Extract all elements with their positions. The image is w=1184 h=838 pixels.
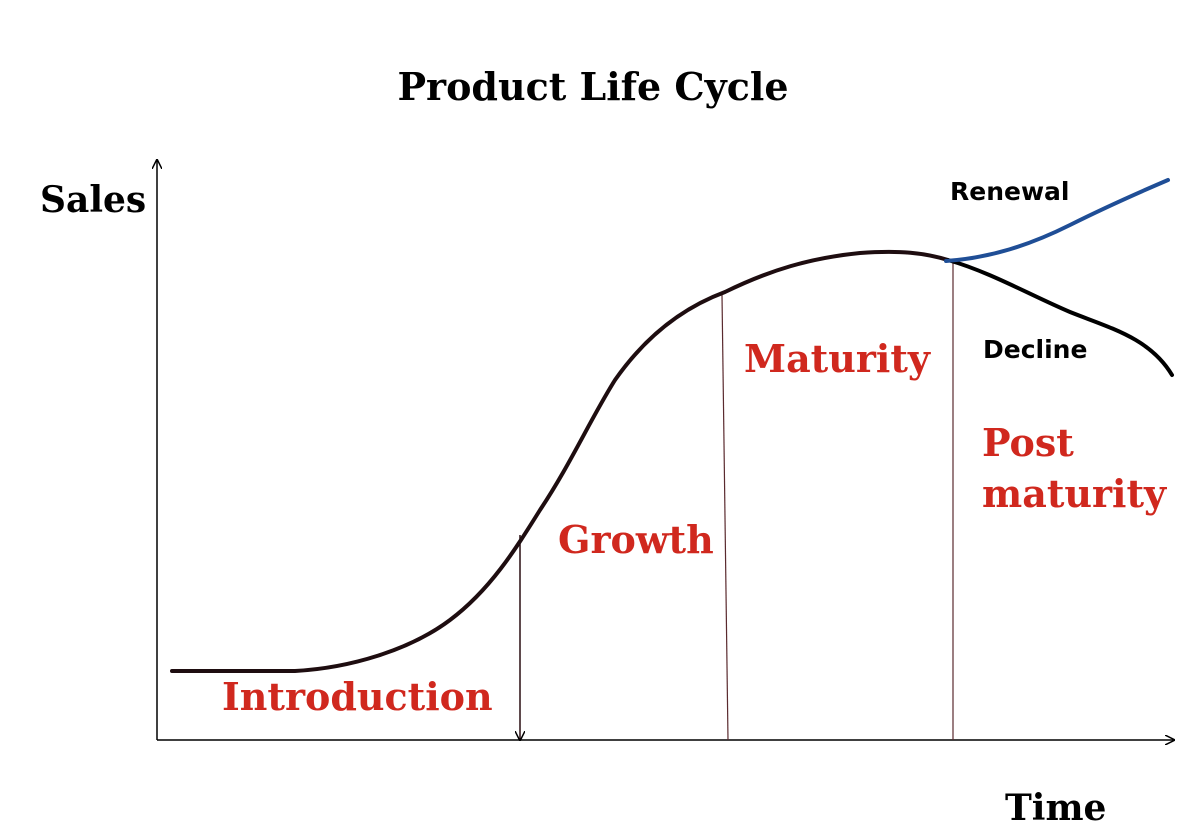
decline-curve bbox=[946, 258, 1174, 377]
diagram-title: Product Life Cycle bbox=[397, 64, 788, 109]
stage-maturity-label: Maturity bbox=[744, 336, 931, 381]
stage-growth-label: Growth bbox=[558, 517, 714, 562]
y-axis-label: Sales bbox=[40, 179, 146, 221]
renewal-curve bbox=[944, 178, 1170, 263]
renewal-label: Renewal bbox=[950, 177, 1070, 206]
stage-introduction-label: Introduction bbox=[222, 674, 493, 719]
sales-curve bbox=[170, 249, 950, 673]
stage-post-maturity-label-line2: maturity bbox=[982, 471, 1167, 516]
x-axis-label: Time bbox=[1005, 787, 1106, 829]
decline-label: Decline bbox=[983, 335, 1087, 364]
growth-maturity-divider bbox=[721, 294, 729, 741]
stage-post-maturity-label-line1: Post bbox=[982, 420, 1074, 465]
